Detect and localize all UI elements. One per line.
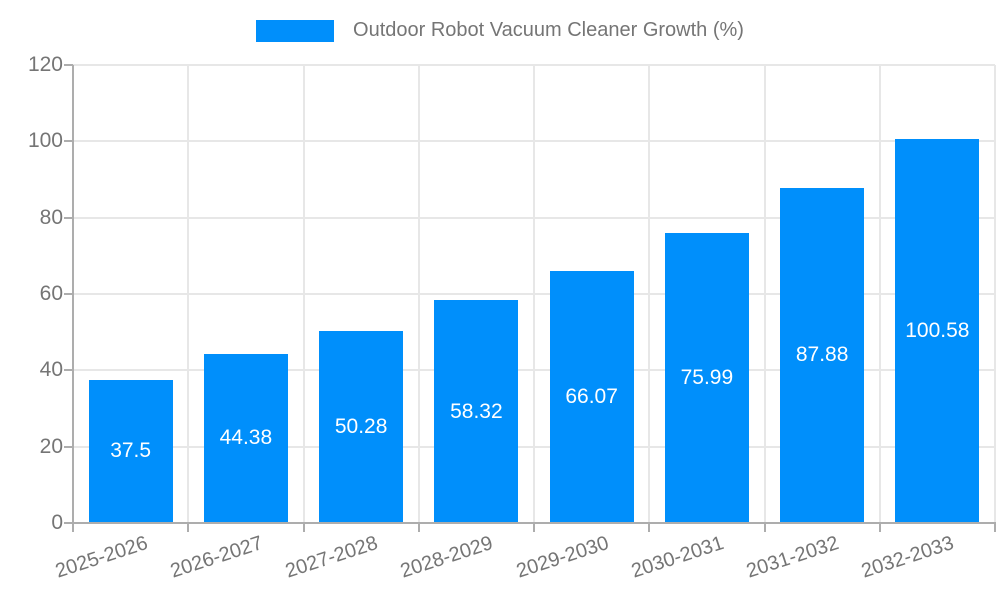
bar[interactable]: 87.88 xyxy=(780,187,865,523)
bar-value-label: 75.99 xyxy=(680,365,734,389)
legend-label: Outdoor Robot Vacuum Cleaner Growth (%) xyxy=(353,19,744,41)
bar[interactable]: 44.38 xyxy=(203,353,288,523)
bar[interactable]: 100.58 xyxy=(895,139,980,523)
v-gridline xyxy=(763,65,766,523)
y-axis-tick xyxy=(64,445,73,448)
v-gridline xyxy=(533,65,535,523)
v-gridline xyxy=(994,65,996,523)
bar[interactable]: 37.5 xyxy=(88,379,173,523)
x-axis-tick xyxy=(763,523,766,532)
x-axis-tick xyxy=(878,523,881,532)
v-gridline xyxy=(187,65,190,523)
v-gridline xyxy=(648,65,651,523)
x-axis-line xyxy=(72,522,996,524)
y-axis-tick-label: 80 xyxy=(39,205,63,229)
bar-value-label: 66.07 xyxy=(565,384,618,408)
x-axis-tick xyxy=(417,523,420,532)
chart-legend[interactable]: Outdoor Robot Vacuum Cleaner Growth (%) xyxy=(0,19,1000,42)
bar-value-label: 100.58 xyxy=(905,319,970,343)
plot-area: 37.5 44.38 50.28 58.32 66.07 75.99 87.88 100.58 xyxy=(72,64,996,532)
y-axis-tick-label: 100 xyxy=(27,129,63,153)
y-axis-line xyxy=(72,65,74,532)
bar-value-label: 50.28 xyxy=(334,415,388,439)
y-axis-tick xyxy=(64,64,73,66)
y-axis-tick xyxy=(64,293,73,295)
bar[interactable]: 50.28 xyxy=(319,331,404,523)
bar-value-label: 87.88 xyxy=(795,343,849,367)
v-gridline xyxy=(302,65,305,523)
bar[interactable]: 58.32 xyxy=(434,300,519,523)
x-axis-tick xyxy=(187,523,190,532)
bar[interactable]: 66.07 xyxy=(549,270,634,523)
x-axis-tick xyxy=(533,523,535,532)
v-gridline xyxy=(878,65,881,523)
x-axis-tick xyxy=(648,523,651,532)
y-axis-tick-label: 60 xyxy=(39,282,63,305)
y-axis-tick-label: 20 xyxy=(39,434,63,458)
y-axis-tick xyxy=(64,216,73,219)
y-axis-tick xyxy=(64,140,73,143)
x-axis-tick xyxy=(994,523,996,532)
y-axis-tick xyxy=(64,369,73,372)
y-axis-tick-label: 120 xyxy=(27,53,63,76)
bar-value-label: 58.32 xyxy=(450,399,503,423)
legend-swatch-icon xyxy=(256,19,335,42)
bar-value-label: 37.5 xyxy=(110,439,152,463)
y-axis-tick xyxy=(64,522,73,524)
x-axis-tick xyxy=(302,523,305,532)
y-axis-tick-label: 0 xyxy=(51,511,63,534)
bar-value-label: 44.38 xyxy=(219,426,273,450)
bar[interactable]: 75.99 xyxy=(664,232,749,523)
v-gridline xyxy=(417,65,420,523)
y-axis-tick-label: 40 xyxy=(39,358,63,382)
